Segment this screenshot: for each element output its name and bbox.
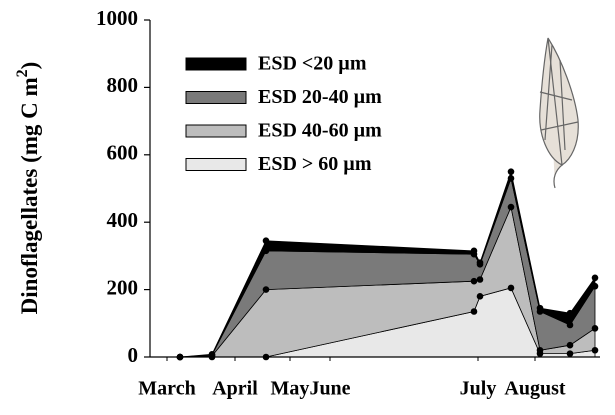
point [591, 282, 599, 290]
point [476, 293, 484, 300]
y-tick-label: 1000 [96, 6, 138, 30]
y-axis-label: Dinoflagellates (mg C m2) [14, 62, 43, 315]
y-axis-label-text: Dinoflagellates (mg C m [17, 77, 42, 314]
legend-label: ESD 20-40 µm [258, 86, 382, 108]
y-tick-label: 800 [107, 73, 139, 97]
y-axis-label-close: ) [17, 62, 42, 70]
point [536, 304, 544, 312]
point [262, 237, 270, 245]
x-tick-label: July [460, 378, 497, 400]
area [179, 170, 596, 358]
point [536, 346, 544, 354]
y-tick-label: 200 [107, 275, 139, 299]
y-tick-label: 400 [107, 208, 139, 232]
point [470, 247, 478, 255]
point [476, 259, 484, 266]
x-tick-label: May [271, 378, 310, 400]
legend-label: ESD 40-60 µm [258, 120, 382, 142]
point [507, 168, 515, 175]
point [507, 175, 515, 182]
y-tick-label: 0 [128, 343, 139, 367]
point [507, 284, 515, 292]
point [566, 321, 574, 329]
legend-swatch [185, 124, 247, 138]
illustration [539, 37, 579, 189]
legend-swatch [185, 57, 247, 71]
point [591, 346, 599, 354]
point [470, 277, 478, 285]
x-tick-label: August [504, 378, 565, 400]
x-tick-label: June [309, 378, 350, 400]
legend-label: ESD <20 µm [258, 53, 367, 75]
x-tick-label: March [138, 378, 195, 400]
legend-swatch [185, 91, 247, 104]
point [591, 325, 599, 332]
point [262, 247, 270, 255]
point [591, 274, 599, 282]
point [470, 308, 478, 315]
x-tick-label: April [212, 378, 258, 400]
point [566, 341, 574, 349]
point [566, 309, 574, 317]
point [262, 286, 270, 293]
legend-label: ESD > 60 µm [258, 153, 372, 175]
y-tick-label: 600 [107, 141, 139, 165]
point [566, 350, 574, 357]
legend-swatch [185, 158, 247, 171]
point [476, 276, 484, 283]
y-axis-label-sup: 2 [14, 69, 31, 77]
point [507, 203, 515, 211]
point [208, 351, 216, 358]
